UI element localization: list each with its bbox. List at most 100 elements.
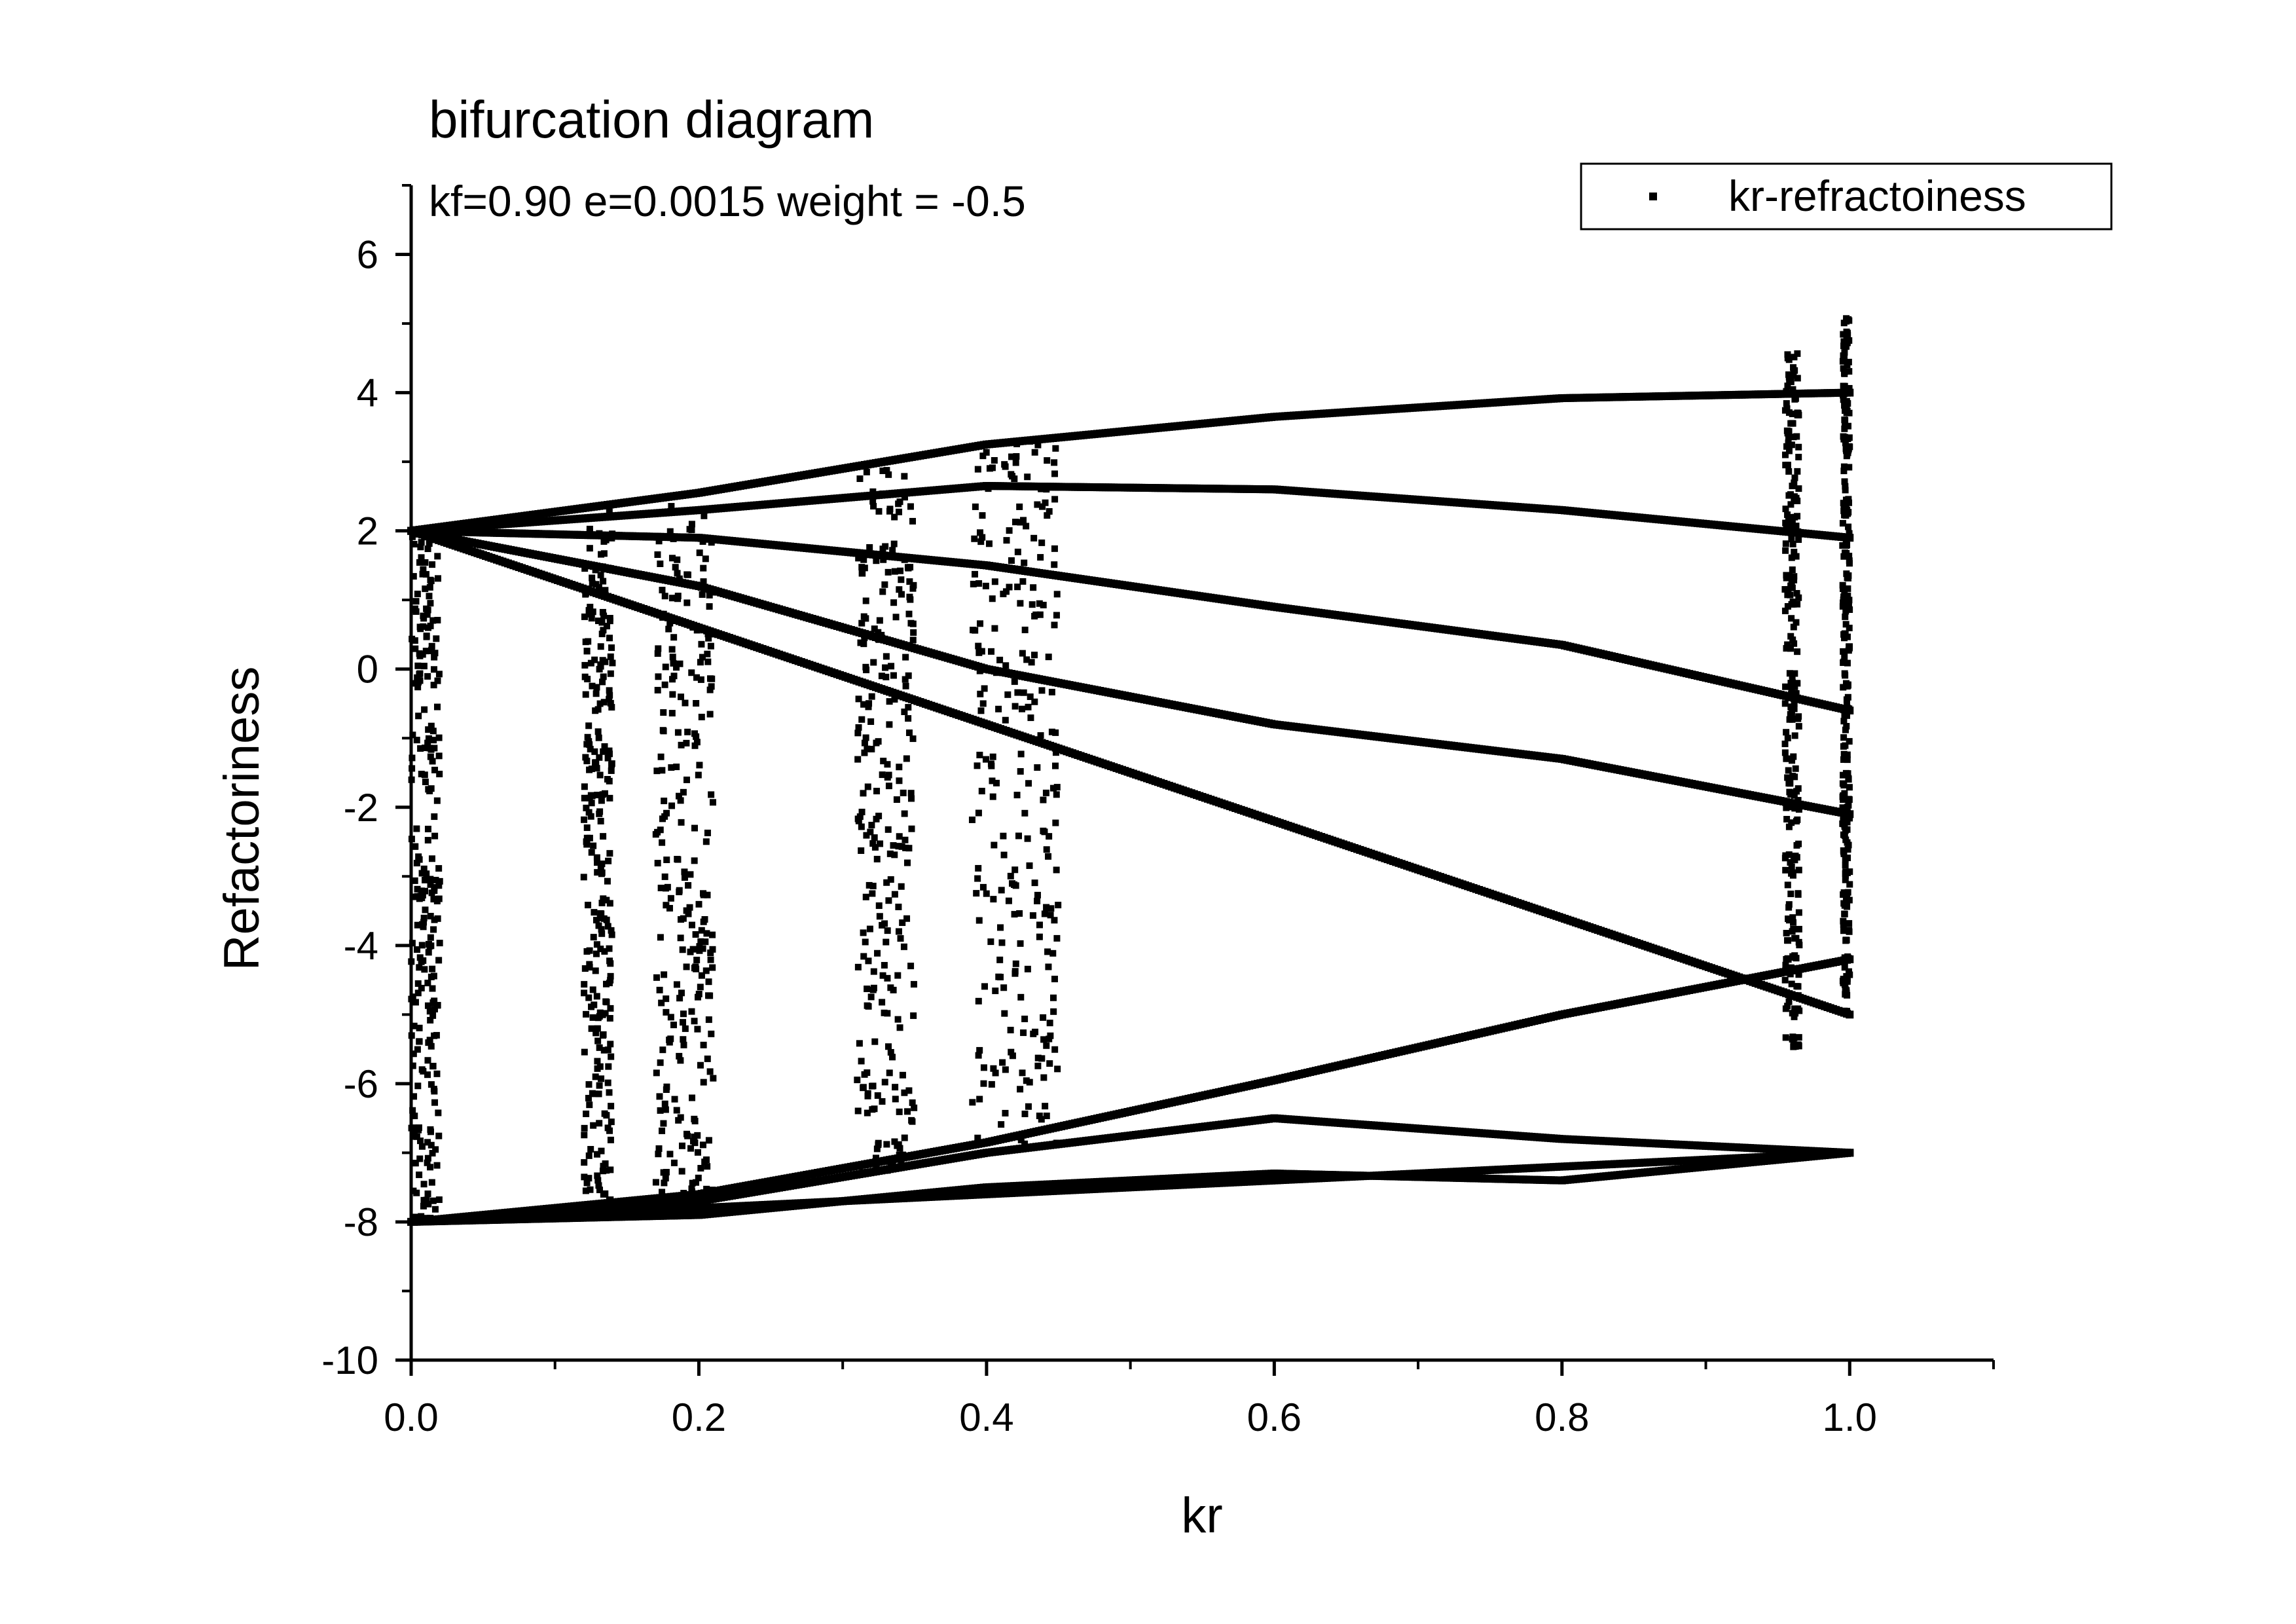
data-point: [431, 832, 439, 840]
chart-title: bifurcation diagram: [429, 90, 874, 149]
data-point: [606, 635, 613, 642]
data-point: [431, 766, 439, 773]
data-point: [428, 855, 435, 862]
data-point: [435, 1196, 443, 1204]
data-point: [428, 534, 435, 541]
data-point: [434, 553, 441, 560]
data-point: [435, 865, 443, 872]
data-point: [429, 617, 437, 624]
data-point: [416, 670, 424, 677]
data-point: [418, 984, 425, 991]
data-point: [422, 571, 429, 578]
data-point: [412, 645, 419, 652]
data-point: [424, 606, 431, 614]
data-point: [427, 600, 434, 607]
data-point: [414, 662, 422, 669]
data-point: [430, 926, 437, 933]
data-point: [412, 843, 419, 850]
data-point: [426, 787, 433, 794]
data-point: [424, 1057, 431, 1064]
data-point: [429, 1012, 437, 1019]
data-point: [594, 513, 602, 521]
data-point: [420, 663, 428, 670]
data-point: [412, 598, 420, 605]
data-point: [416, 1172, 423, 1179]
data-point: [589, 574, 596, 581]
chart-subtitle: kf=0.90 e=0.0015 weight = -0.5: [429, 177, 1026, 225]
data-point: [433, 1002, 441, 1009]
data-point: [435, 1132, 443, 1139]
data-point: [420, 914, 428, 921]
data-point: [434, 677, 441, 684]
data-point: [421, 966, 428, 973]
data-point: [414, 591, 421, 598]
data-point: [424, 837, 431, 844]
data-point: [435, 734, 443, 741]
data-point: [426, 540, 433, 547]
data-point: [420, 1181, 428, 1188]
data-point: [433, 898, 441, 905]
data-point: [424, 980, 431, 987]
data-point: [414, 946, 421, 953]
data-point: [421, 771, 428, 779]
data-point: [414, 1082, 422, 1090]
data-point: [433, 635, 440, 642]
data-point: [589, 986, 596, 993]
data-point: [608, 1118, 615, 1126]
data-point: [435, 752, 443, 760]
data-point: [420, 623, 427, 630]
data-point: [435, 957, 443, 964]
data-point: [431, 1088, 438, 1095]
data-point: [420, 612, 427, 619]
data-point: [435, 671, 443, 678]
data-point: [423, 1215, 430, 1222]
data-point: [431, 813, 438, 821]
data-point: [436, 940, 443, 947]
data-point: [413, 825, 420, 832]
data-point: [429, 1062, 437, 1069]
data-point: [431, 1206, 439, 1213]
data-point: [430, 737, 437, 744]
data-point: [413, 737, 420, 744]
data-point: [427, 876, 434, 883]
data-point: [429, 1150, 436, 1157]
data-point: [434, 915, 441, 922]
data-point: [416, 1038, 423, 1045]
data-point: [428, 746, 435, 753]
data-point: [430, 972, 437, 980]
data-point: [431, 1099, 439, 1106]
data-point: [435, 1109, 442, 1116]
data-point: [424, 1190, 431, 1198]
data-point: [434, 703, 441, 710]
data-point: [429, 561, 436, 568]
data-point: [435, 575, 442, 582]
data-point: [418, 554, 425, 561]
data-point: [425, 949, 432, 956]
data-point: [418, 895, 426, 902]
data-point: [428, 642, 435, 650]
data-point: [414, 1046, 421, 1053]
data-point: [1846, 1149, 1854, 1157]
data-point: [428, 1179, 435, 1186]
data-point: [415, 712, 422, 720]
data-point: [426, 940, 433, 948]
data-point: [424, 825, 431, 832]
data-point: [416, 954, 424, 961]
data-point: [425, 726, 432, 733]
data-point: [415, 1124, 422, 1132]
data-point: [419, 651, 426, 658]
data-point: [427, 1164, 434, 1171]
data-point: [417, 1137, 424, 1145]
data-point: [433, 1070, 441, 1077]
data-point: [421, 706, 428, 713]
data-point: [425, 1039, 432, 1046]
data-point: [429, 965, 436, 972]
data-point: [426, 593, 433, 600]
data-point: [606, 508, 613, 515]
data-point: [435, 882, 443, 889]
data-point: [431, 654, 438, 661]
data-point: [418, 1143, 426, 1150]
data-point: [414, 921, 421, 929]
data-point: [429, 758, 436, 765]
